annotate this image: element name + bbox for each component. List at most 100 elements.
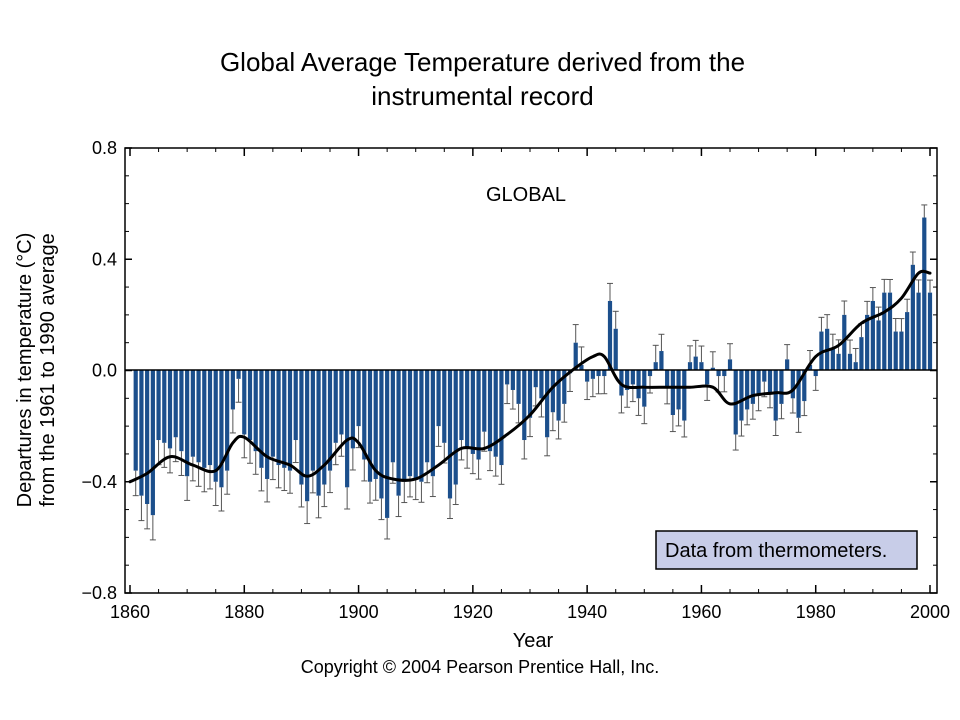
bar-1995	[899, 331, 904, 371]
panel-label: GLOBAL	[486, 184, 566, 206]
trend-line	[128, 269, 932, 484]
bar-1872	[196, 370, 201, 463]
bar-1911	[419, 370, 424, 482]
y-tick-label: −0.4	[81, 472, 117, 492]
bar-1885	[270, 370, 275, 457]
bar-1965	[727, 359, 733, 371]
x-tick-label: 2000	[910, 602, 950, 622]
bar-1990	[870, 300, 875, 371]
bar-1998	[916, 292, 921, 371]
bar-1972	[767, 370, 773, 393]
bar-1963	[716, 370, 721, 377]
bar-1932	[539, 370, 544, 399]
bar-1864	[150, 370, 155, 516]
bar-1870	[185, 370, 190, 477]
bar-1979	[807, 364, 813, 371]
x-tick-label: 1900	[339, 602, 379, 622]
bar-1913	[430, 370, 435, 477]
bar-1929	[522, 370, 527, 441]
bar-1869	[179, 370, 184, 452]
bar-1900	[356, 370, 361, 427]
bar-1868	[173, 370, 178, 438]
bar-1899	[350, 370, 355, 449]
bar-1954	[665, 370, 670, 388]
bar-1949	[636, 370, 641, 399]
bar-1973	[773, 370, 778, 421]
ticks-layer: −0.8 −0.4 0.0 0.4 0.8 1860 1880 1900 1920 1940 196…	[81, 138, 950, 622]
bar-1898	[345, 370, 350, 488]
bar-1964	[722, 370, 727, 377]
bar-1905	[385, 370, 390, 518]
bar-1986	[847, 353, 853, 371]
annotation-text: Data from thermometers.	[665, 540, 887, 562]
bar-1955	[670, 370, 675, 415]
bar-1867	[167, 370, 173, 449]
bar-1890	[299, 370, 304, 485]
bar-1974	[779, 370, 784, 404]
bar-1962	[710, 367, 715, 371]
bar-1886	[276, 370, 281, 466]
bar-1948	[630, 370, 635, 385]
bar-1994	[893, 331, 898, 371]
bar-1924	[493, 370, 498, 457]
bar-1934	[550, 370, 555, 413]
bar-1960	[699, 362, 704, 371]
y-tick-label: 0.4	[92, 249, 117, 269]
bars-layer	[133, 217, 933, 518]
x-tick-label: 1920	[453, 602, 493, 622]
bar-1933	[545, 370, 550, 438]
bar-1993	[887, 292, 893, 371]
bar-1871	[190, 370, 195, 457]
bar-1951	[647, 370, 653, 377]
y-tick-label: 0.8	[92, 138, 117, 158]
bar-1921	[476, 370, 481, 460]
slide-title-line2: instrumental record	[371, 81, 594, 111]
copyright-credit: Copyright © 2004 Pearson Prentice Hall, …	[300, 657, 660, 677]
annotation-box	[655, 530, 918, 570]
y-axis-title-line2: from the 1961 to 1990 average	[37, 233, 59, 507]
bar-1958	[687, 362, 693, 371]
bar-1910	[413, 370, 418, 479]
bar-1944	[607, 300, 613, 371]
bar-1865	[156, 370, 161, 441]
bar-1945	[613, 328, 618, 371]
bar-1918	[459, 370, 464, 441]
bar-1926	[505, 370, 510, 385]
bar-1928	[516, 370, 521, 404]
bar-2000	[927, 292, 933, 371]
bar-1907	[396, 370, 401, 496]
bar-1919	[465, 370, 470, 449]
bar-1873	[202, 370, 207, 468]
bar-1896	[333, 370, 338, 443]
bar-1927	[510, 370, 515, 390]
bar-1996	[905, 312, 910, 371]
bar-1897	[339, 370, 344, 435]
bar-1891	[305, 370, 310, 502]
bar-1999	[922, 217, 927, 371]
bar-1953	[659, 351, 664, 371]
bar-1894	[322, 370, 327, 485]
x-tick-label: 1880	[224, 602, 264, 622]
bar-1992	[882, 292, 887, 371]
y-tick-label: −0.8	[81, 583, 117, 603]
bar-1875	[213, 370, 218, 482]
bar-1920	[470, 370, 475, 454]
x-tick-label: 1960	[681, 602, 721, 622]
bar-1903	[373, 370, 378, 479]
bar-1971	[762, 370, 767, 382]
x-tick-label: 1860	[110, 602, 150, 622]
bar-1917	[453, 370, 458, 485]
bar-1895	[327, 370, 333, 471]
slide-title-line1: Global Average Temperature derived from …	[219, 47, 746, 77]
slide-title: Global Average Temperature derived from …	[80, 45, 885, 113]
bar-1988	[859, 337, 864, 371]
bar-1883	[259, 370, 264, 468]
bar-1879	[236, 370, 241, 379]
y-axis-title-line1: Departures in temperature (°C)	[14, 233, 36, 508]
bar-1952	[653, 362, 658, 371]
x-axis-title: Year	[513, 630, 554, 652]
bar-1931	[533, 370, 538, 388]
bar-1902	[367, 370, 373, 482]
bar-1882	[253, 370, 258, 452]
